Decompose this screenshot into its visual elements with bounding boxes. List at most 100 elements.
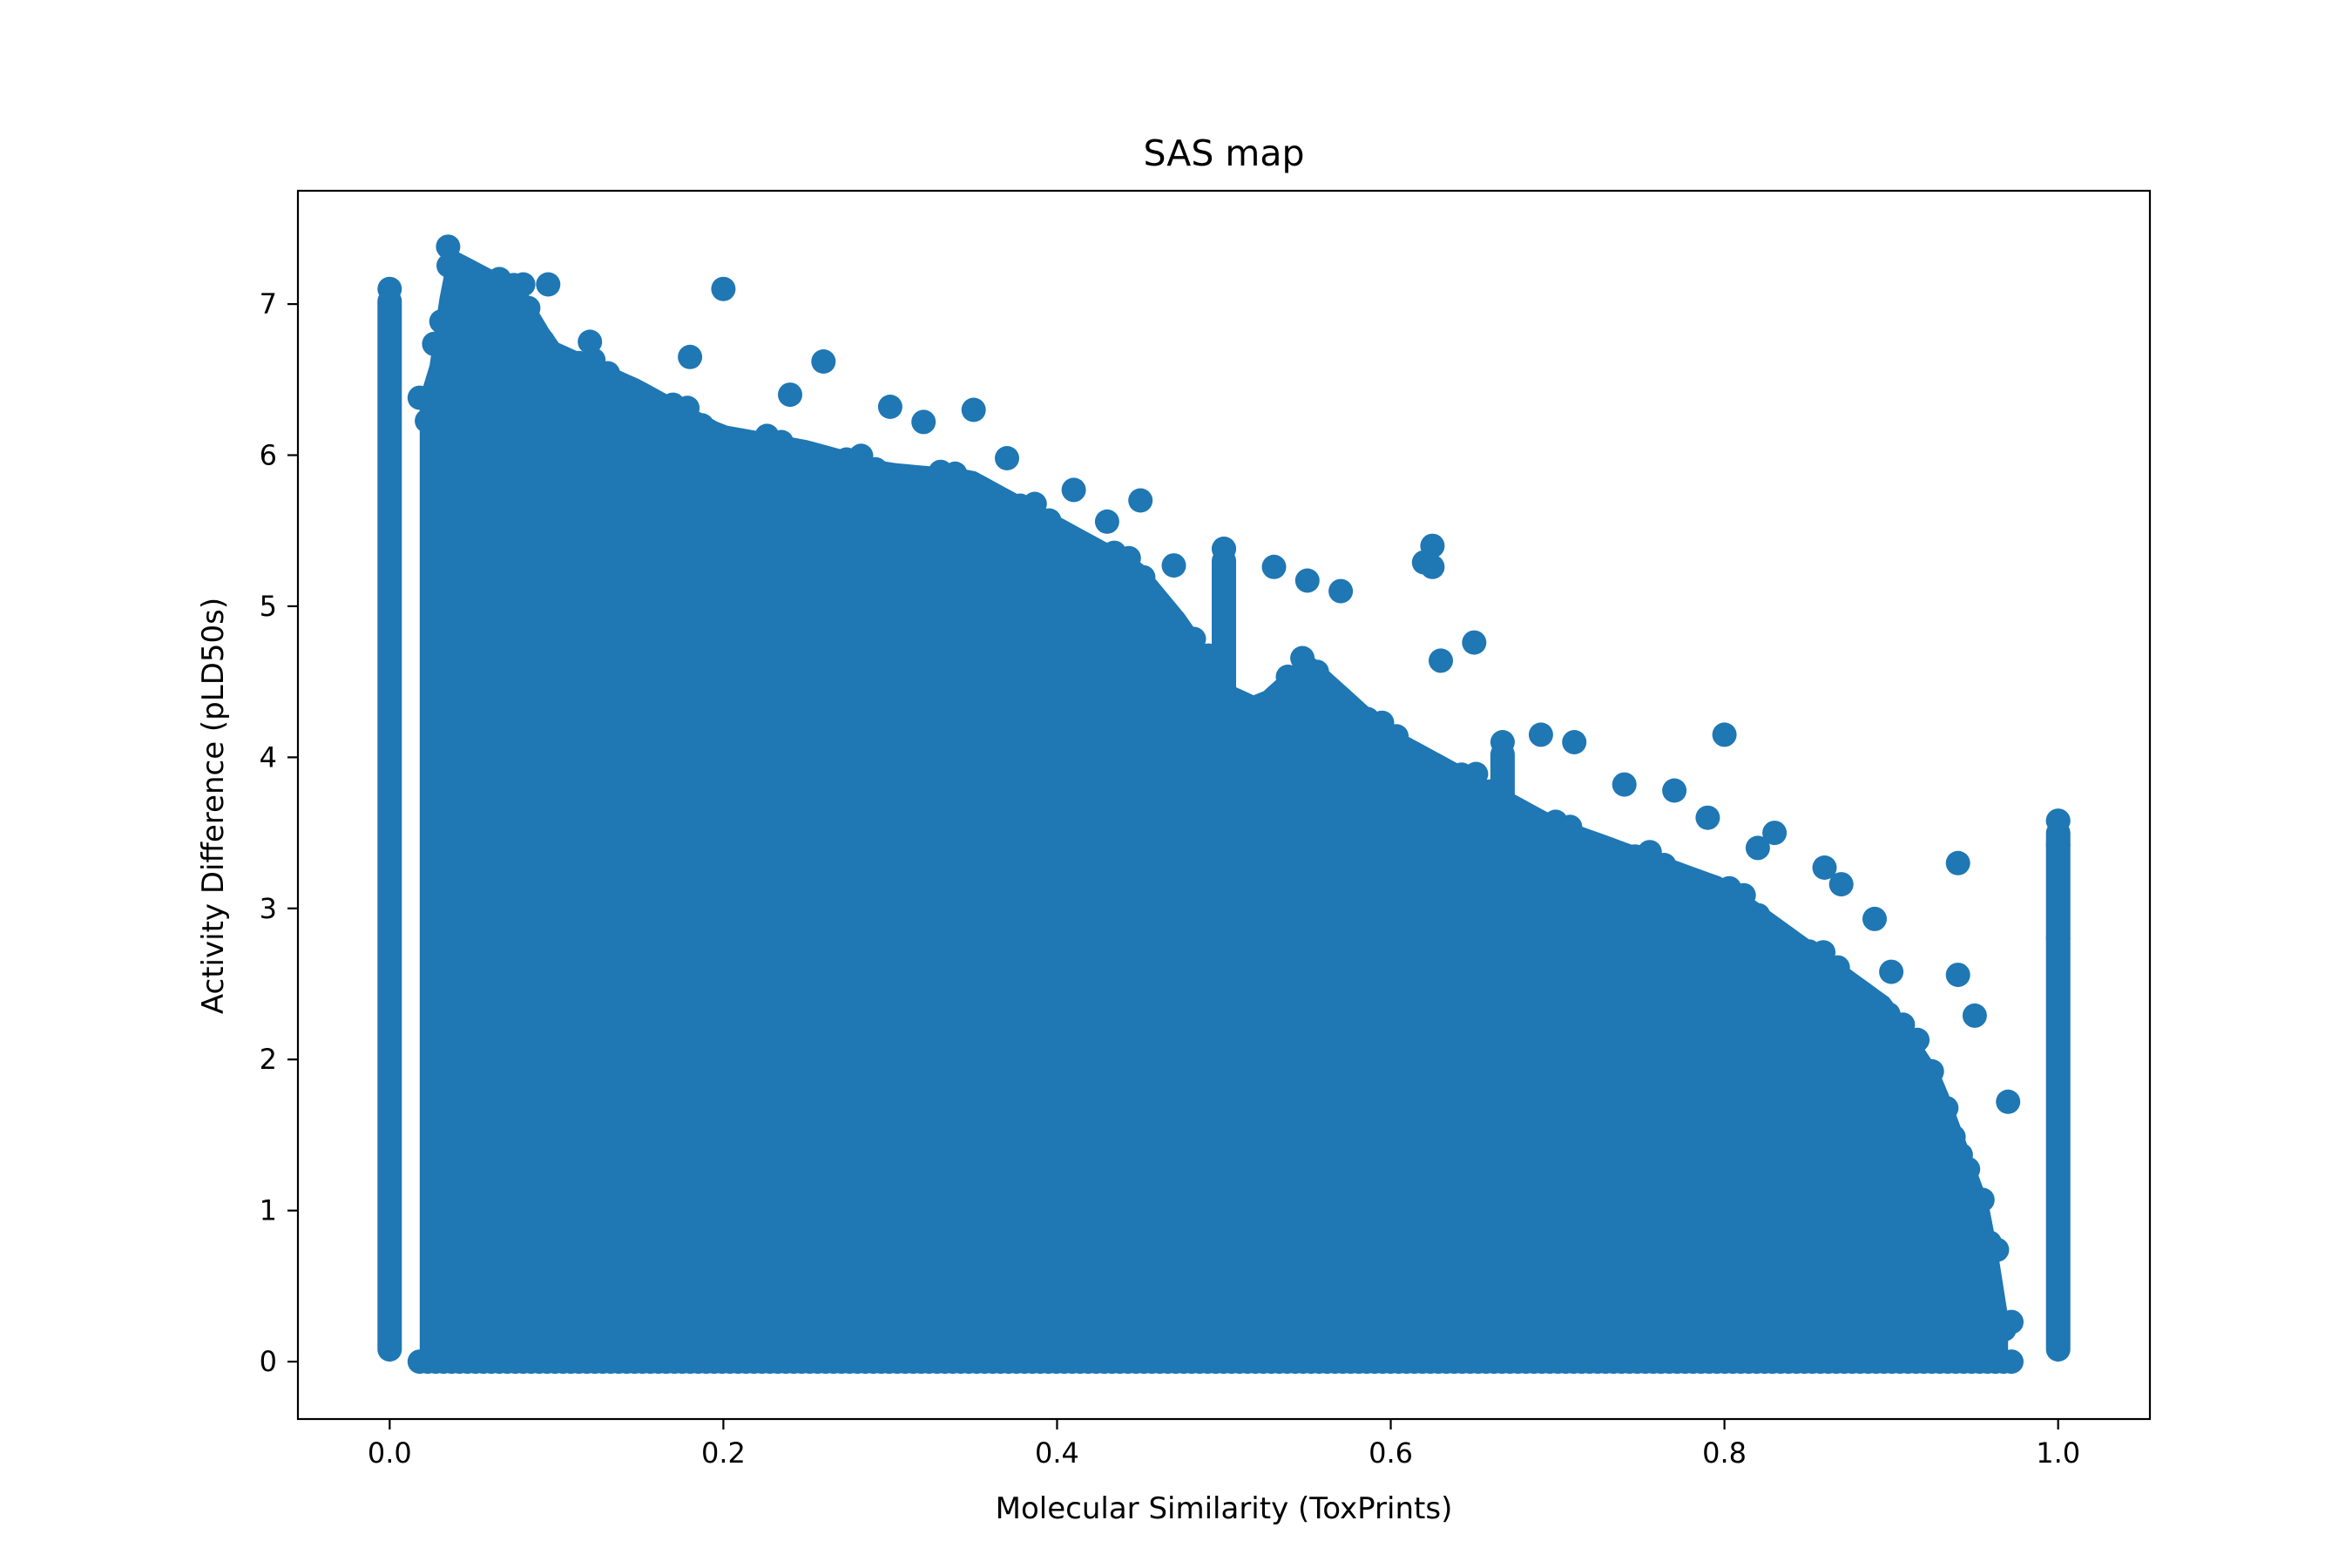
data-point bbox=[1962, 1003, 1987, 1028]
data-point bbox=[1662, 778, 1687, 803]
data-point bbox=[595, 361, 620, 386]
data-point bbox=[1188, 665, 1213, 690]
data-point bbox=[1429, 648, 1453, 673]
y-tick-label: 5 bbox=[260, 590, 277, 623]
y-tick-label: 2 bbox=[260, 1043, 277, 1076]
data-point bbox=[811, 349, 836, 374]
x-tick-label: 0.0 bbox=[368, 1436, 412, 1470]
y-tick-label: 1 bbox=[260, 1194, 277, 1227]
data-point bbox=[1294, 568, 1320, 593]
data-point bbox=[1037, 508, 1062, 533]
data-point bbox=[1828, 872, 1854, 897]
x-tick-label: 0.8 bbox=[1702, 1436, 1747, 1470]
x-axis-label: Molecular Similarity (ToxPrints) bbox=[996, 1491, 1453, 1526]
data-point bbox=[1956, 1157, 1981, 1182]
data-point bbox=[1490, 730, 1515, 754]
data-point bbox=[1746, 902, 1771, 928]
data-point bbox=[1970, 1187, 1995, 1213]
data-point bbox=[675, 395, 700, 421]
y-tick-label: 3 bbox=[260, 892, 277, 925]
x-axis: 0.0 0.2 0.4 0.6 0.8 1.0 bbox=[368, 1419, 2080, 1470]
data-point bbox=[1261, 554, 1287, 579]
y-tick-label: 6 bbox=[260, 439, 277, 472]
data-point bbox=[1934, 1096, 1959, 1120]
data-point bbox=[1862, 906, 1887, 931]
chart-title: SAS map bbox=[1144, 132, 1305, 174]
data-point bbox=[711, 276, 736, 301]
data-point bbox=[1398, 741, 1423, 766]
data-point bbox=[1897, 1052, 1923, 1078]
data-point bbox=[2045, 926, 2071, 951]
data-point bbox=[1275, 664, 1301, 689]
data-point bbox=[1061, 477, 1086, 503]
x-tick-label: 0.2 bbox=[701, 1436, 746, 1470]
data-point bbox=[1131, 564, 1156, 590]
data-point bbox=[1463, 761, 1489, 787]
data-point bbox=[415, 409, 440, 434]
data-point bbox=[1420, 533, 1445, 558]
data-point bbox=[1420, 554, 1445, 579]
data-point bbox=[536, 272, 561, 297]
data-point bbox=[1094, 509, 1119, 534]
data-point-column bbox=[2045, 821, 2071, 1362]
data-point bbox=[429, 309, 454, 334]
data-point bbox=[1528, 722, 1553, 747]
data-point bbox=[1999, 1309, 2024, 1335]
data-point bbox=[1328, 578, 1354, 604]
data-point bbox=[1996, 1089, 2021, 1114]
plot-frame bbox=[296, 189, 2152, 1421]
data-point bbox=[911, 409, 936, 435]
data-point bbox=[1695, 805, 1720, 830]
data-point bbox=[1905, 1027, 1930, 1052]
data-point bbox=[995, 446, 1019, 470]
data-point bbox=[407, 385, 432, 410]
data-point bbox=[1825, 955, 1850, 980]
data-point bbox=[578, 329, 603, 355]
data-point bbox=[510, 272, 536, 297]
data-point bbox=[1022, 491, 1047, 517]
x-tick-label: 1.0 bbox=[2036, 1436, 2080, 1470]
data-point bbox=[1612, 772, 1637, 797]
data-point bbox=[1128, 488, 1153, 513]
data-point bbox=[1890, 1012, 1916, 1037]
data-point bbox=[1919, 1058, 1944, 1084]
data-point bbox=[1731, 882, 1756, 908]
data-point bbox=[422, 331, 447, 356]
data-point bbox=[436, 234, 461, 260]
data-point bbox=[1161, 553, 1186, 578]
data-point bbox=[678, 344, 703, 369]
data-point bbox=[1384, 724, 1409, 749]
data-point bbox=[1879, 959, 1904, 984]
data-point bbox=[1812, 855, 1837, 880]
y-axis: 0 1 2 3 4 5 6 7 bbox=[260, 287, 298, 1378]
data-point bbox=[961, 397, 986, 422]
data-point-column bbox=[1490, 742, 1515, 1362]
data-point bbox=[516, 295, 541, 321]
data-point bbox=[1984, 1237, 2010, 1262]
data-point-column bbox=[377, 288, 402, 1362]
data-point bbox=[1840, 975, 1865, 1000]
data-point bbox=[2045, 808, 2071, 834]
data-point bbox=[1462, 630, 1487, 655]
data-point bbox=[689, 413, 714, 438]
y-tick-label: 0 bbox=[260, 1345, 277, 1378]
data-point bbox=[1745, 835, 1770, 861]
data-point bbox=[877, 395, 902, 419]
data-point bbox=[1116, 545, 1141, 571]
y-axis-label: Activity Difference (pLD50s) bbox=[196, 598, 231, 1014]
data-point bbox=[1181, 626, 1206, 652]
data-point bbox=[1762, 821, 1788, 846]
data-point bbox=[1811, 940, 1836, 965]
y-tick-label: 4 bbox=[260, 740, 277, 774]
data-points bbox=[377, 234, 2071, 1375]
data-point bbox=[1945, 850, 1970, 875]
data-point-column bbox=[1212, 549, 1236, 1362]
data-point bbox=[1304, 659, 1329, 685]
data-point bbox=[1562, 730, 1587, 754]
data-point bbox=[377, 276, 402, 301]
x-tick-label: 0.6 bbox=[1369, 1436, 1413, 1470]
data-point bbox=[1712, 722, 1737, 747]
data-point bbox=[1999, 1349, 2024, 1375]
data-point bbox=[452, 280, 477, 305]
